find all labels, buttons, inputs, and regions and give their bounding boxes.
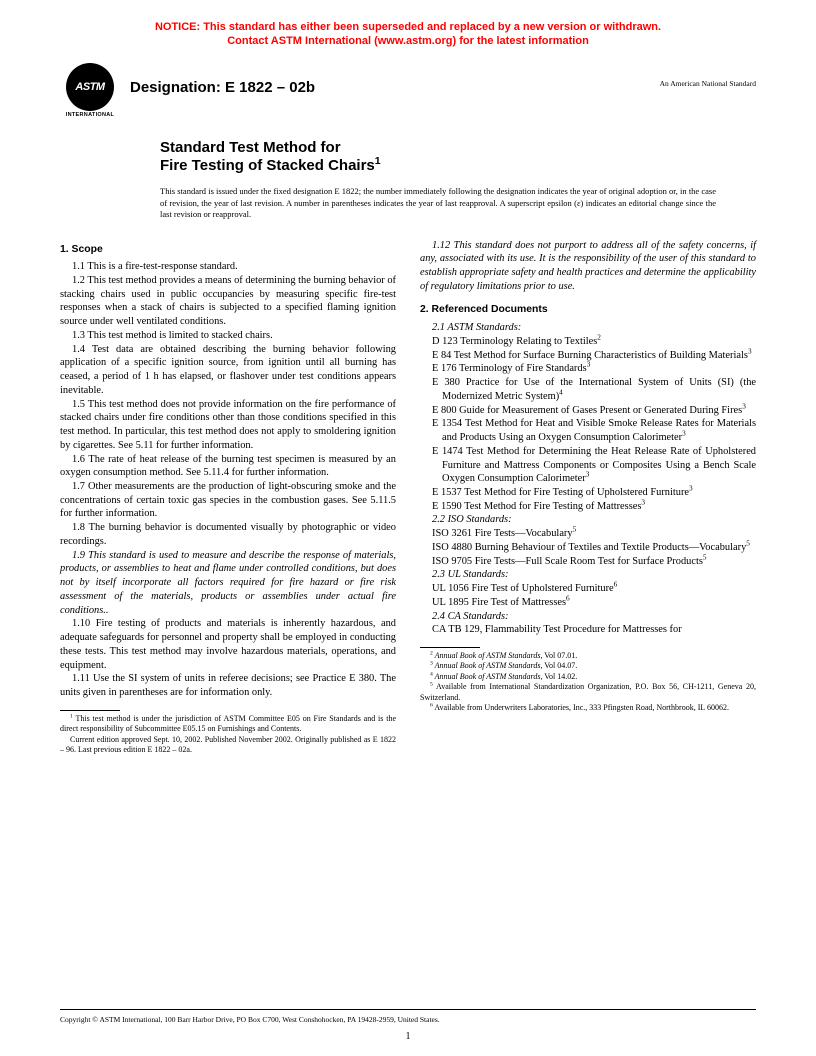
ref-item: E 176 Terminology of Fire Standards3	[420, 362, 756, 376]
copyright-text: Copyright © ASTM International, 100 Barr…	[60, 1015, 440, 1024]
ref-item: E 380 Practice for Use of the Internatio…	[420, 376, 756, 403]
footnote-6: 6 Available from Underwriters Laboratori…	[420, 703, 756, 713]
designation-block: Designation: E 1822 – 02b	[130, 61, 660, 96]
footnote-1a: 1 This test method is under the jurisdic…	[60, 714, 396, 735]
scope-heading: 1. Scope	[60, 243, 396, 257]
logo-sub-text: INTERNATIONAL	[66, 112, 114, 118]
ca-standards-list: CA TB 129, Flammability Test Procedure f…	[420, 623, 756, 637]
footnote-5: 5 Available from International Standardi…	[420, 682, 756, 703]
scope-1-8: 1.8 The burning behavior is documented v…	[60, 521, 396, 548]
refs-2-1: 2.1 ASTM Standards:	[420, 321, 756, 335]
ul-standards-list: UL 1056 Fire Test of Upholstered Furnitu…	[420, 582, 756, 609]
ref-item: ISO 9705 Fire Tests—Full Scale Room Test…	[420, 555, 756, 569]
footnotes-left: 1 This test method is under the jurisdic…	[60, 714, 396, 756]
footnotes-right: 2 Annual Book of ASTM Standards, Vol 07.…	[420, 651, 756, 713]
astm-standards-list: D 123 Terminology Relating to Textiles2 E…	[420, 335, 756, 514]
footnote-rule-right	[420, 647, 480, 648]
footnote-1b: Current edition approved Sept. 10, 2002.…	[60, 735, 396, 756]
notice-banner: NOTICE: This standard has either been su…	[60, 20, 756, 49]
refs-2-2: 2.2 ISO Standards:	[420, 513, 756, 527]
ref-item: D 123 Terminology Relating to Textiles2	[420, 335, 756, 349]
page-number: 1	[0, 1031, 816, 1042]
notice-line1: NOTICE: This standard has either been su…	[155, 21, 661, 33]
designation-text: Designation: E 1822 – 02b	[130, 79, 660, 96]
right-column: 1.12 This standard does not purport to a…	[420, 239, 756, 756]
body-columns: 1. Scope 1.1 This is a fire-test-respons…	[60, 239, 756, 756]
astm-logo: ASTM INTERNATIONAL	[60, 61, 120, 121]
ref-item: E 800 Guide for Measurement of Gases Pre…	[420, 404, 756, 418]
footnote-rule-left	[60, 710, 120, 711]
scope-1-3: 1.3 This test method is limited to stack…	[60, 329, 396, 343]
scope-1-2: 1.2 This test method provides a means of…	[60, 274, 396, 329]
ref-item: UL 1056 Fire Test of Upholstered Furnitu…	[420, 582, 756, 596]
scope-1-10: 1.10 Fire testing of products and materi…	[60, 617, 396, 672]
refs-heading: 2. Referenced Documents	[420, 303, 756, 317]
scope-1-11: 1.11 Use the SI system of units in refer…	[60, 672, 396, 699]
scope-1-4: 1.4 Test data are obtained describing th…	[60, 343, 396, 398]
left-column: 1. Scope 1.1 This is a fire-test-respons…	[60, 239, 396, 756]
ref-item: E 1590 Test Method for Fire Testing of M…	[420, 500, 756, 514]
title-line1: Standard Test Method for	[160, 139, 756, 158]
ref-item: ISO 3261 Fire Tests—Vocabulary5	[420, 527, 756, 541]
ref-item: CA TB 129, Flammability Test Procedure f…	[420, 623, 756, 637]
scope-1-7: 1.7 Other measurements are the productio…	[60, 480, 396, 521]
footnote-3: 3 Annual Book of ASTM Standards, Vol 04.…	[420, 661, 756, 671]
scope-1-12: 1.12 This standard does not purport to a…	[420, 239, 756, 294]
issue-note: This standard is issued under the fixed …	[160, 186, 716, 220]
ref-item: E 1354 Test Method for Heat and Visible …	[420, 417, 756, 444]
header: ASTM INTERNATIONAL Designation: E 1822 –…	[60, 61, 756, 121]
logo-circle: ASTM	[66, 63, 114, 111]
scope-1-6: 1.6 The rate of heat release of the burn…	[60, 453, 396, 480]
title-line2: Fire Testing of Stacked Chairs1	[160, 157, 756, 176]
scope-1-9: 1.9 This standard is used to measure and…	[60, 549, 396, 618]
refs-2-4: 2.4 CA Standards:	[420, 610, 756, 624]
footnote-4: 4 Annual Book of ASTM Standards, Vol 14.…	[420, 672, 756, 682]
scope-1-1: 1.1 This is a fire-test-response standar…	[60, 260, 396, 274]
scope-1-5: 1.5 This test method does not provide in…	[60, 398, 396, 453]
iso-standards-list: ISO 3261 Fire Tests—Vocabulary5ISO 4880 …	[420, 527, 756, 568]
refs-2-3: 2.3 UL Standards:	[420, 568, 756, 582]
ref-item: E 1474 Test Method for Determining the H…	[420, 445, 756, 486]
logo-main-text: ASTM	[75, 81, 104, 93]
title-block: Standard Test Method for Fire Testing of…	[160, 139, 756, 177]
ref-item: E 1537 Test Method for Fire Testing of U…	[420, 486, 756, 500]
copyright-rule	[60, 1009, 756, 1010]
ans-label: An American National Standard	[660, 61, 756, 88]
ref-item: UL 1895 Fire Test of Mattresses6	[420, 596, 756, 610]
footnote-2: 2 Annual Book of ASTM Standards, Vol 07.…	[420, 651, 756, 661]
notice-line2: Contact ASTM International (www.astm.org…	[227, 35, 589, 47]
